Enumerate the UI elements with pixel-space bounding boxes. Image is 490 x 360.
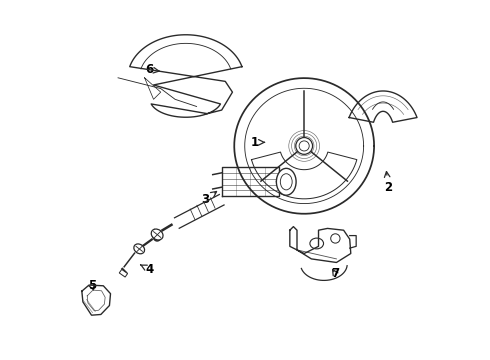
Ellipse shape <box>134 244 145 254</box>
Circle shape <box>296 138 313 154</box>
Text: 2: 2 <box>384 172 392 194</box>
Ellipse shape <box>276 168 296 195</box>
Bar <box>119 269 127 277</box>
Ellipse shape <box>151 229 163 240</box>
Text: 4: 4 <box>141 263 154 276</box>
Text: 1: 1 <box>250 136 265 149</box>
Text: 6: 6 <box>145 63 159 76</box>
Text: 7: 7 <box>331 267 340 280</box>
Text: 5: 5 <box>88 279 96 292</box>
Text: 3: 3 <box>201 192 217 206</box>
